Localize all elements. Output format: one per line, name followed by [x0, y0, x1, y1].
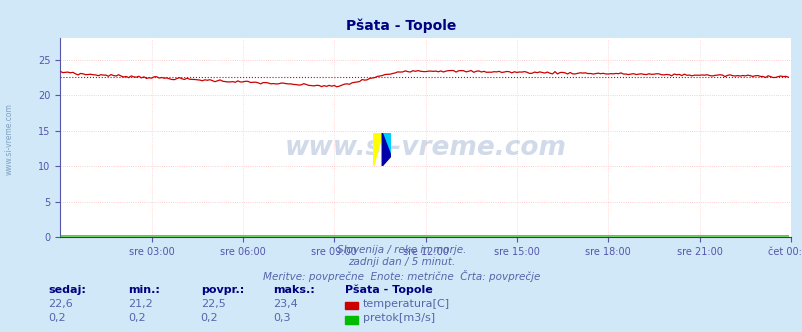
Polygon shape: [382, 133, 391, 156]
Text: Slovenija / reke in morje.: Slovenija / reke in morje.: [336, 245, 466, 255]
Text: 21,2: 21,2: [128, 299, 153, 309]
Text: sedaj:: sedaj:: [48, 285, 86, 295]
Text: Meritve: povprečne  Enote: metrične  Črta: povprečje: Meritve: povprečne Enote: metrične Črta:…: [262, 270, 540, 282]
Text: povpr.:: povpr.:: [200, 285, 244, 295]
Text: 22,6: 22,6: [48, 299, 73, 309]
Text: pretok[m3/s]: pretok[m3/s]: [363, 313, 435, 323]
Text: 23,4: 23,4: [273, 299, 298, 309]
Text: 0,2: 0,2: [200, 313, 218, 323]
Text: 0,2: 0,2: [128, 313, 146, 323]
Text: min.:: min.:: [128, 285, 160, 295]
Text: zadnji dan / 5 minut.: zadnji dan / 5 minut.: [347, 257, 455, 267]
Text: www.si-vreme.com: www.si-vreme.com: [284, 135, 566, 161]
Text: Pšata - Topole: Pšata - Topole: [345, 284, 432, 295]
Text: maks.:: maks.:: [273, 285, 314, 295]
Text: temperatura[C]: temperatura[C]: [363, 299, 449, 309]
Text: Pšata - Topole: Pšata - Topole: [346, 18, 456, 33]
Text: www.si-vreme.com: www.si-vreme.com: [5, 104, 14, 175]
Text: 0,3: 0,3: [273, 313, 290, 323]
Text: 22,5: 22,5: [200, 299, 225, 309]
Text: 0,2: 0,2: [48, 313, 66, 323]
Polygon shape: [382, 133, 391, 166]
Polygon shape: [373, 133, 382, 166]
